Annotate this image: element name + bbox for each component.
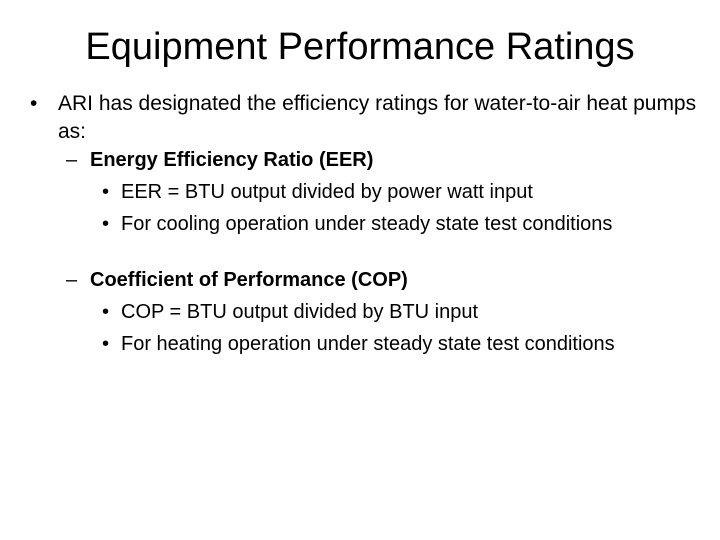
sub-bullet: • EER = BTU output divided by power watt…: [30, 176, 700, 208]
main-bullet-text: ARI has designated the efficiency rating…: [58, 92, 697, 143]
sub-bullet-text: For heating operation under steady state…: [121, 333, 615, 355]
section-heading-cop: – Coefficient of Performance (COP): [30, 266, 700, 294]
sub-bullet-text: EER = BTU output divided by power watt i…: [121, 181, 533, 203]
main-bullet: • ARI has designated the efficiency rati…: [30, 90, 700, 146]
section-heading-text: Energy Efficiency Ratio (EER): [90, 149, 374, 171]
slide-body: • ARI has designated the efficiency rati…: [30, 90, 700, 360]
sub-bullet-text: COP = BTU output divided by BTU input: [121, 301, 479, 323]
bullet-icon: •: [102, 333, 110, 355]
dash-icon: –: [66, 269, 78, 291]
bullet-icon: •: [102, 181, 110, 203]
slide-title: Equipment Performance Ratings: [85, 26, 635, 68]
sub-bullet-text: For cooling operation under steady state…: [121, 213, 613, 235]
section-heading-text: Coefficient of Performance (COP): [90, 269, 408, 291]
bullet-icon: •: [30, 92, 38, 115]
dash-icon: –: [66, 149, 78, 171]
section-heading-eer: – Energy Efficiency Ratio (EER): [30, 146, 700, 174]
sub-bullet: • COP = BTU output divided by BTU input: [30, 296, 700, 328]
sub-bullet: • For heating operation under steady sta…: [30, 328, 700, 360]
bullet-icon: •: [102, 301, 110, 323]
section-spacer: [30, 240, 700, 266]
sub-bullet: • For cooling operation under steady sta…: [30, 208, 700, 240]
bullet-icon: •: [102, 213, 110, 235]
